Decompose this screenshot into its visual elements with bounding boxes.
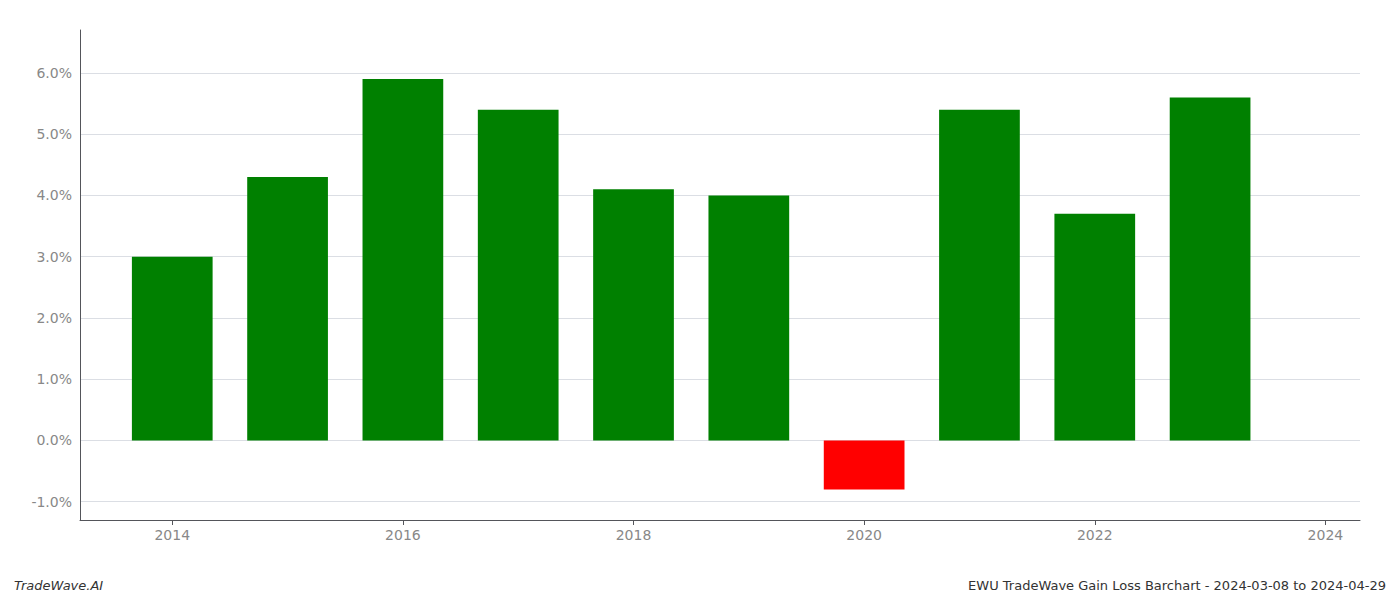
svg-text:-1.0%: -1.0% bbox=[31, 494, 72, 510]
svg-text:TradeWave.AI: TradeWave.AI bbox=[14, 578, 103, 593]
svg-text:0.0%: 0.0% bbox=[36, 432, 72, 448]
svg-text:2014: 2014 bbox=[154, 527, 190, 543]
svg-text:2016: 2016 bbox=[385, 527, 421, 543]
svg-text:2022: 2022 bbox=[1077, 527, 1113, 543]
svg-text:2020: 2020 bbox=[846, 527, 882, 543]
svg-text:EWU TradeWave Gain Loss Barcha: EWU TradeWave Gain Loss Barchart - 2024-… bbox=[968, 578, 1386, 593]
svg-text:5.0%: 5.0% bbox=[36, 126, 72, 142]
svg-text:1.0%: 1.0% bbox=[36, 371, 72, 387]
svg-text:2024: 2024 bbox=[1308, 527, 1344, 543]
svg-text:2.0%: 2.0% bbox=[36, 310, 72, 326]
svg-text:3.0%: 3.0% bbox=[36, 249, 72, 265]
svg-text:6.0%: 6.0% bbox=[36, 65, 72, 81]
svg-text:2018: 2018 bbox=[616, 527, 652, 543]
svg-text:4.0%: 4.0% bbox=[36, 187, 72, 203]
